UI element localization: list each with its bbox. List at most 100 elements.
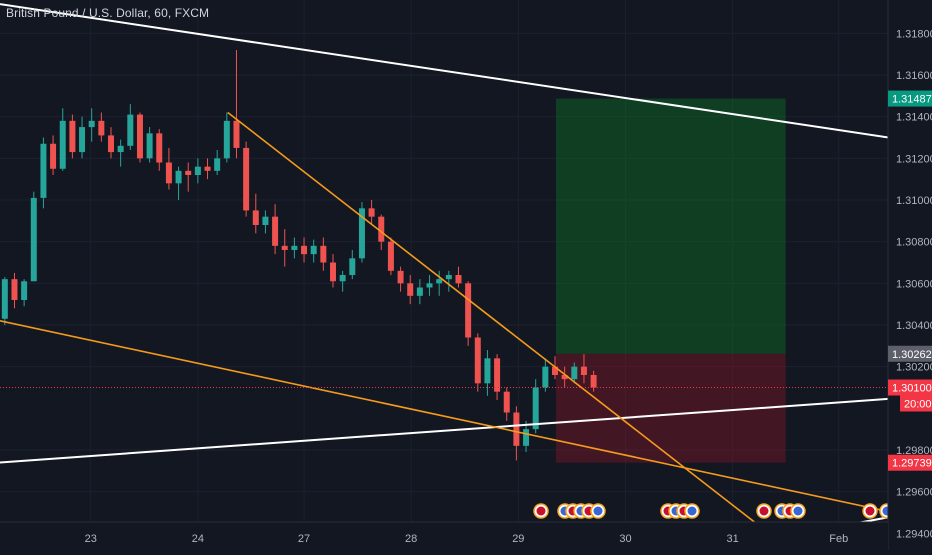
y-tick-label: 1.30400: [896, 320, 932, 332]
countdown-label: 20:00: [904, 399, 932, 411]
candles: [1, 50, 597, 461]
candle: [146, 133, 153, 159]
y-tick-label: 1.31800: [896, 28, 932, 40]
candle: [426, 283, 433, 288]
candle: [50, 143, 57, 169]
candle: [214, 158, 221, 171]
x-tick-label: 28: [405, 533, 417, 545]
x-tick-label: 29: [512, 533, 524, 545]
candle: [503, 391, 510, 413]
candle: [40, 143, 47, 198]
event-flag-inner: [865, 506, 875, 516]
candle: [262, 216, 269, 225]
current-price-tag: [888, 379, 932, 396]
current-price-tag-label: 1.30100: [892, 383, 932, 395]
price-axis-ticks: 1.31800 1.31600 1.31400 1.31200 1.31000 1.308…: [896, 28, 932, 540]
candle: [21, 281, 28, 300]
candle: [532, 387, 539, 430]
candle: [30, 197, 37, 282]
candle: [69, 120, 76, 153]
countdown-tag: [900, 395, 932, 412]
trendline-upper-channel[interactable]: [0, 3, 903, 141]
event-flag-inner: [687, 506, 697, 516]
candle: [416, 287, 423, 296]
target-price-tag-label: 1.31487: [892, 94, 932, 106]
candle: [88, 120, 95, 128]
profit-zone[interactable]: [555, 98, 786, 354]
candle: [194, 166, 201, 175]
candle: [542, 366, 549, 388]
candle: [436, 279, 443, 284]
time-axis-ticks: 23 24 27 28 29 30 31 Feb: [85, 533, 849, 545]
y-tick-label: 1.31000: [896, 195, 932, 207]
y-tick-label: 1.30600: [896, 278, 932, 290]
candle: [378, 216, 385, 242]
candle: [175, 170, 182, 184]
candle: [98, 120, 105, 136]
candle: [552, 366, 558, 375]
y-tick-label: 1.31400: [896, 112, 932, 124]
candle: [484, 358, 491, 384]
x-tick-label: 23: [85, 533, 97, 545]
candle: [523, 429, 530, 446]
candle: [368, 208, 375, 217]
candle: [127, 114, 134, 146]
y-tick-label: 1.30200: [896, 362, 932, 374]
event-flag-inner: [759, 506, 769, 516]
candle: [252, 210, 259, 225]
candle: [571, 366, 578, 380]
candle: [185, 170, 192, 175]
candle: [204, 166, 211, 171]
candle: [291, 245, 298, 250]
candle: [281, 245, 288, 250]
candle: [339, 275, 346, 282]
trendline-falling-support[interactable]: [0, 320, 903, 516]
event-flag-inner: [593, 506, 603, 516]
candle: [474, 337, 481, 384]
candle: [330, 262, 336, 282]
trendlines: [0, 3, 903, 551]
event-markers: [533, 503, 895, 519]
candle: [465, 283, 472, 338]
candle: [156, 133, 163, 163]
candle: [513, 412, 520, 446]
candle: [407, 283, 414, 296]
candle: [301, 245, 308, 255]
event-flag-inner: [536, 506, 546, 516]
candle: [445, 275, 452, 280]
chart-title: British Pound / U.S. Dollar, 60, FXCM: [6, 6, 210, 20]
candle: [561, 375, 568, 380]
x-tick-label: 24: [192, 533, 204, 545]
position-zones: [555, 98, 786, 463]
candle: [387, 241, 394, 271]
candle: [397, 270, 404, 284]
candle: [243, 147, 250, 211]
stop-price-tag: [888, 454, 932, 471]
y-tick-label: 1.31200: [896, 153, 932, 165]
candle: [136, 114, 143, 159]
y-tick-label: 1.29800: [896, 445, 932, 457]
time-axis[interactable]: [0, 522, 888, 550]
candle: [272, 216, 279, 246]
candle: [117, 145, 124, 153]
stop-price-tag-label: 1.29739: [892, 458, 932, 470]
entry-price-tag-label: 1.30262: [892, 349, 932, 361]
x-tick-label: Feb: [829, 533, 848, 545]
candle: [108, 135, 114, 153]
x-tick-label: 31: [726, 533, 738, 545]
x-tick-label: 30: [619, 533, 631, 545]
candle: [1, 279, 8, 319]
y-tick-label: 1.29400: [896, 528, 932, 540]
candle: [59, 120, 66, 169]
candle: [455, 275, 462, 284]
candle: [580, 366, 587, 375]
entry-price-tag: [888, 345, 932, 362]
candle: [11, 279, 18, 300]
target-price-tag: [888, 90, 932, 107]
candle: [223, 120, 230, 159]
trendline-lower-channel[interactable]: [0, 396, 903, 464]
candle: [349, 258, 356, 275]
y-tick-label: 1.29600: [896, 487, 932, 499]
